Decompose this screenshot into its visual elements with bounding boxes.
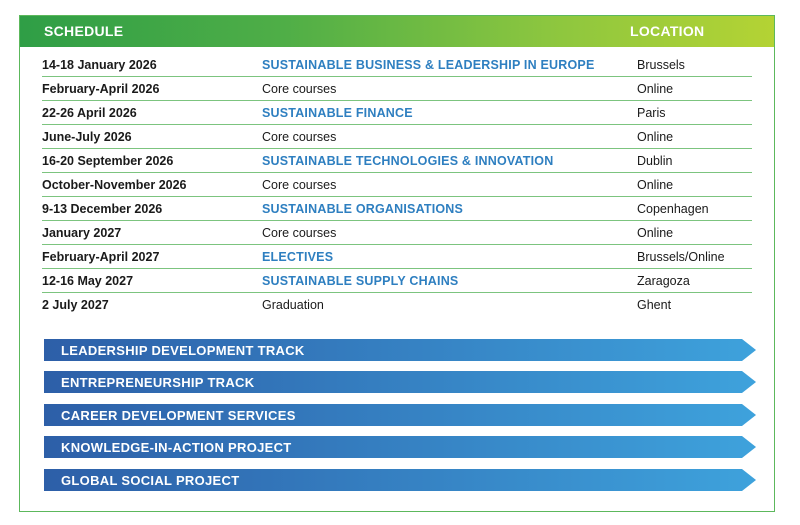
schedule-location: Brussels/Online [637,250,725,264]
track-label: LEADERSHIP DEVELOPMENT TRACK [61,343,305,358]
arrow-shape [44,404,756,426]
schedule-date: February-April 2027 [42,250,160,264]
arrow-shape [44,371,756,393]
program-item: Core courses [262,178,337,192]
table-row: October-November 2026 Core courses Online [42,173,752,197]
table-row: 16-20 September 2026 SUSTAINABLE TECHNOLO… [42,149,752,173]
schedule-date: January 2027 [42,226,122,240]
schedule-date: 9-13 December 2026 [42,202,163,216]
track-arrow: GLOBAL SOCIAL PROJECT [44,469,756,491]
track-arrow: CAREER DEVELOPMENT SERVICES [44,404,756,426]
table-row: 14-18 January 2026 SUSTAINABLE BUSINESS &… [42,53,752,77]
schedule-location: Dublin [637,154,673,168]
seminar-title: SUSTAINABLE SUPPLY CHAINS [262,274,459,288]
table-row: February-April 2027 ELECTIVES Brussels/Onl… [42,245,752,269]
track-arrow: KNOWLEDGE-IN-ACTION PROJECT [44,436,756,458]
track-label: CAREER DEVELOPMENT SERVICES [61,408,296,423]
seminar-title: SUSTAINABLE TECHNOLOGIES & INNOVATION [262,154,554,168]
program-item: Graduation [262,298,324,312]
schedule-column-header: SCHEDULE [44,23,124,39]
seminar-title: SUSTAINABLE FINANCE [262,106,413,120]
track-arrow: LEADERSHIP DEVELOPMENT TRACK [44,339,756,361]
schedule-date: 22-26 April 2026 [42,106,137,120]
table-row: 22-26 April 2026 SUSTAINABLE FINANCE Paris [42,101,752,125]
table-row: January 2027 Core courses Online [42,221,752,245]
schedule-date: 12-16 May 2027 [42,274,134,288]
schedule-date: 16-20 September 2026 [42,154,174,168]
arrow-shape [44,436,756,458]
schedule-location: Online [637,130,674,144]
schedule-location: Ghent [637,298,672,312]
location-column-header: LOCATION [630,23,705,39]
table-row: 2 July 2027 Graduation Ghent [42,293,752,317]
track-arrow: ENTREPRENEURSHIP TRACK [44,371,756,393]
schedule-location: Paris [637,106,666,120]
arrow-shape [44,469,756,491]
schedule-location: Online [637,178,674,192]
schedule-location: Zaragoza [637,274,690,288]
schedule-header-bar: SCHEDULE LOCATION [20,16,774,47]
seminar-title: ELECTIVES [262,250,334,264]
schedule-location: Brussels [637,58,685,72]
program-item: Core courses [262,130,337,144]
track-label: ENTREPRENEURSHIP TRACK [61,375,255,390]
schedule-frame [19,15,775,512]
schedule-date: February-April 2026 [42,82,160,96]
arrow-shape [44,339,756,361]
schedule-date: June-July 2026 [42,130,132,144]
seminar-title: SUSTAINABLE ORGANISATIONS [262,202,464,216]
program-item: Core courses [262,82,337,96]
schedule-location: Online [637,226,674,240]
schedule-date: 2 July 2027 [42,298,109,312]
track-label: GLOBAL SOCIAL PROJECT [61,473,240,488]
track-label: KNOWLEDGE-IN-ACTION PROJECT [61,440,292,455]
table-row: June-July 2026 Core courses Online [42,125,752,149]
table-row: February-April 2026 Core courses Online [42,77,752,101]
schedule-location: Copenhagen [637,202,709,216]
schedule-date: October-November 2026 [42,178,187,192]
schedule-table: 14-18 January 2026 SUSTAINABLE BUSINESS &… [42,53,752,317]
table-row: 12-16 May 2027 SUSTAINABLE SUPPLY CHAINS Z… [42,269,752,293]
seminar-title: SUSTAINABLE BUSINESS & LEADERSHIP IN EUR… [262,58,595,72]
program-item: Core courses [262,226,337,240]
table-row: 9-13 December 2026 SUSTAINABLE ORGANISATI… [42,197,752,221]
schedule-date: 14-18 January 2026 [42,58,157,72]
schedule-location: Online [637,82,674,96]
